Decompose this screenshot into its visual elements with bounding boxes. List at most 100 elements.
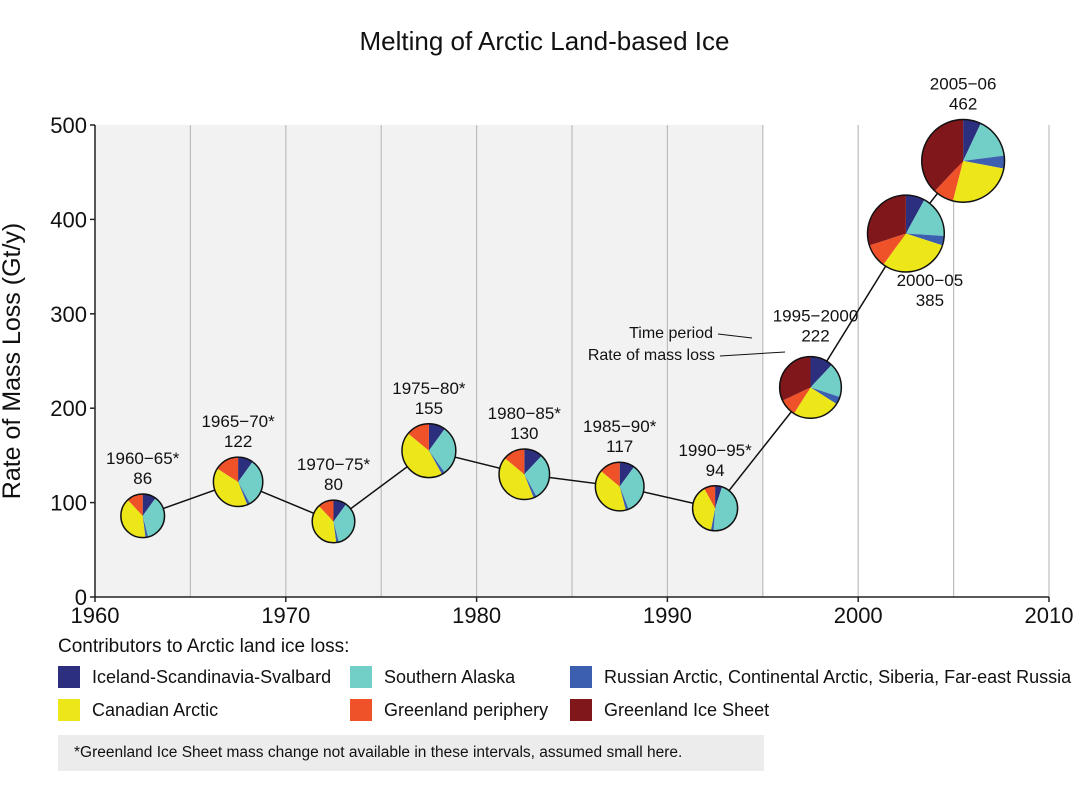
point-period-label-7: 1995−2000	[773, 307, 859, 326]
point-value-label-9: 462	[949, 94, 977, 113]
pie-slice-0-1	[142, 498, 165, 537]
x-tick-label-1980: 1980	[452, 603, 501, 628]
pie-slice-9-4	[934, 160, 964, 201]
legend-swatch-iceland-scandinavia-svalbard	[58, 666, 80, 688]
point-period-label-9: 2005−06	[930, 74, 997, 93]
pie-slice-2-0	[333, 500, 347, 522]
pie-slice-7-3	[793, 387, 837, 419]
pie-slice-2-2	[333, 521, 339, 543]
legend-label-greenland-ice-sheet: Greenland Ice Sheet	[604, 699, 770, 720]
legend-item-southern-alaska: Southern Alaska	[350, 666, 515, 688]
pie-slice-1-2	[238, 481, 250, 505]
y-tick-label-100: 100	[50, 491, 87, 516]
legend-swatch-greenland-periphery	[350, 699, 372, 721]
pie-slice-5-3	[595, 471, 626, 511]
pie-slice-9-5	[921, 119, 964, 192]
legend-swatch-greenland-ice-sheet	[570, 699, 592, 721]
pie-marker-2	[311, 499, 356, 544]
x-tick-label-1970: 1970	[261, 603, 310, 628]
point-value-label-8: 385	[916, 291, 944, 310]
x-tick-label-2010: 2010	[1025, 603, 1074, 628]
pie-slice-3-2	[428, 450, 445, 475]
pie-slice-7-4	[782, 387, 811, 414]
y-axis-label: Rate of Mass Loss (Gt/y)	[0, 223, 26, 499]
pie-marker-3	[401, 423, 457, 479]
plot-shading	[95, 125, 763, 597]
pie-slice-2-3	[312, 505, 337, 543]
legend-label-russian-arctic: Russian Arctic, Continental Arctic, Sibe…	[604, 666, 1072, 687]
footnote: *Greenland Ice Sheet mass change not ava…	[58, 735, 764, 771]
pie-slice-6-1	[713, 486, 738, 531]
legend-item-greenland-ice-sheet: Greenland Ice Sheet	[570, 699, 769, 721]
pie-slice-8-2	[905, 233, 945, 246]
pie-slice-2-1	[333, 504, 355, 543]
pie-marker-8	[866, 194, 946, 273]
legend-item-iceland-scandinavia-svalbard: Iceland-Scandinavia-Svalbard	[58, 666, 331, 688]
annotation-rate-leader	[719, 351, 786, 357]
annotation-time-period-leader	[717, 333, 753, 339]
legend-label-iceland-scandinavia-svalbard: Iceland-Scandinavia-Svalbard	[92, 666, 332, 687]
pie-slice-5-2	[619, 486, 629, 511]
pie-slice-0-0	[142, 493, 156, 516]
point-value-label-2: 80	[324, 475, 343, 494]
pie-marker-9	[920, 118, 1006, 204]
pie-slice-4-4	[504, 449, 525, 475]
legend-item-greenland-periphery: Greenland periphery	[350, 699, 548, 721]
y-tick-label-500: 500	[50, 113, 87, 138]
legend-item-canadian-arctic: Canadian Arctic	[58, 699, 218, 721]
pie-slice-9-0	[963, 119, 981, 161]
point-period-label-3: 1975−80*	[392, 379, 466, 398]
pie-slice-0-2	[142, 515, 149, 538]
pie-slice-3-1	[428, 428, 456, 473]
point-period-label-2: 1970−75*	[297, 455, 371, 474]
pie-slice-1-1	[238, 461, 263, 504]
pie-marker-0	[120, 493, 166, 539]
pie-slice-9-3	[952, 160, 1004, 203]
x-tick-label-1960: 1960	[71, 603, 120, 628]
pie-slice-8-4	[869, 233, 906, 265]
point-period-label-0: 1960−65*	[106, 449, 180, 468]
pie-slice-8-0	[905, 195, 925, 234]
point-value-label-0: 86	[133, 469, 152, 488]
pie-slice-3-3	[401, 433, 442, 478]
pie-slice-1-0	[238, 457, 253, 482]
pie-slice-0-4	[127, 493, 143, 516]
pie-marker-5	[594, 461, 645, 512]
point-value-label-5: 117	[606, 437, 633, 456]
pie-slice-4-3	[499, 458, 534, 500]
legend-swatch-southern-alaska	[350, 666, 372, 688]
annotation-time-period: Time period	[629, 325, 713, 342]
pie-marker-6	[691, 485, 739, 532]
legend-label-southern-alaska: Southern Alaska	[384, 666, 516, 687]
pie-slice-2-4	[318, 500, 334, 522]
point-period-label-5: 1985−90*	[583, 417, 657, 436]
point-value-label-6: 94	[706, 461, 725, 480]
point-period-label-4: 1980−85*	[488, 404, 562, 423]
pie-slice-6-2	[710, 508, 716, 531]
legend-label-canadian-arctic: Canadian Arctic	[92, 699, 219, 720]
pie-slice-8-5	[867, 195, 906, 246]
pie-slice-6-3	[692, 488, 716, 531]
chart-title: Melting of Arctic Land-based Ice	[359, 26, 730, 56]
x-tick-label-1990: 1990	[643, 603, 692, 628]
point-value-label-4: 130	[510, 424, 538, 443]
x-tick-label-2000: 2000	[834, 603, 883, 628]
point-value-label-3: 155	[415, 399, 443, 418]
y-tick-label-0: 0	[75, 585, 87, 610]
pie-slice-5-1	[619, 466, 645, 510]
pie-slice-4-0	[524, 449, 542, 475]
annotation-rate-of-mass-loss: Rate of mass loss	[588, 347, 715, 364]
pie-slice-0-3	[120, 499, 146, 538]
pie-slice-6-4	[704, 485, 716, 509]
y-tick-label-400: 400	[50, 207, 87, 232]
pie-slice-8-3	[883, 233, 943, 272]
point-period-label-8: 2000−05	[897, 271, 964, 290]
pie-marker-7	[778, 355, 843, 420]
pie-slice-5-4	[600, 462, 620, 487]
legend-swatch-canadian-arctic	[58, 699, 80, 721]
pie-slice-7-2	[810, 387, 840, 404]
pie-marker-1	[212, 456, 264, 508]
legend-swatch-russian-arctic	[570, 666, 592, 688]
pie-slice-3-4	[408, 423, 429, 451]
pie-slice-7-1	[810, 364, 842, 397]
